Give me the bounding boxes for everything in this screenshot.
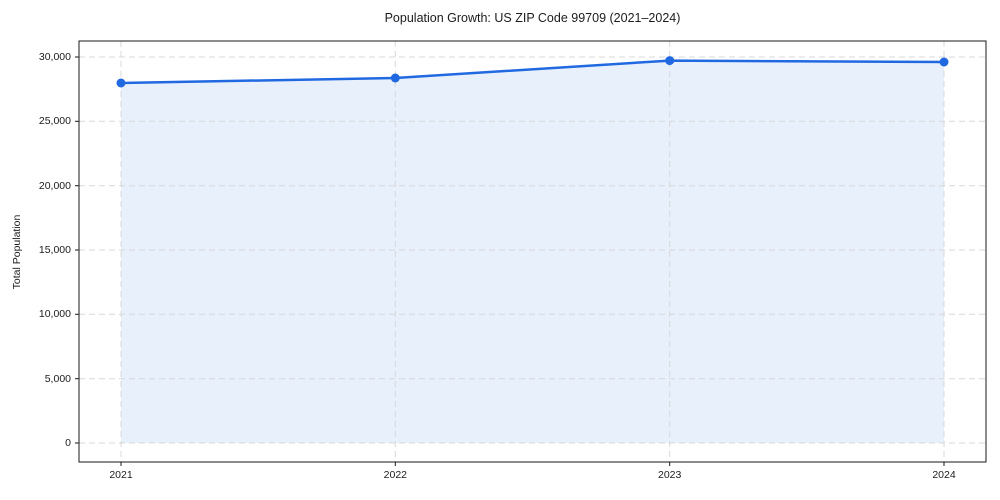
data-point-marker [939,57,949,67]
y-tick-label: 25,000 [38,115,71,128]
axes-box [78,40,987,463]
chart-title: Population Growth: US ZIP Code 99709 (20… [384,11,681,25]
y-tick-label: 15,000 [38,244,71,256]
y-tick-label: 30,000 [38,51,71,63]
series-area-fill [121,60,944,443]
x-tick-label: 2023 [657,469,682,481]
data-point-marker [665,56,675,66]
data-point-marker [116,78,126,88]
y-tick-label: 0 [65,437,71,449]
y-tick-label: 10,000 [38,308,71,321]
data-point-marker [390,73,400,83]
x-tick-label: 2021 [109,469,133,481]
x-tick-label: 2024 [932,469,956,481]
x-tick-label: 2022 [383,469,408,481]
y-tick-label: 20,000 [38,179,71,192]
y-tick-label: 5,000 [44,372,71,385]
series-line [119,59,946,85]
